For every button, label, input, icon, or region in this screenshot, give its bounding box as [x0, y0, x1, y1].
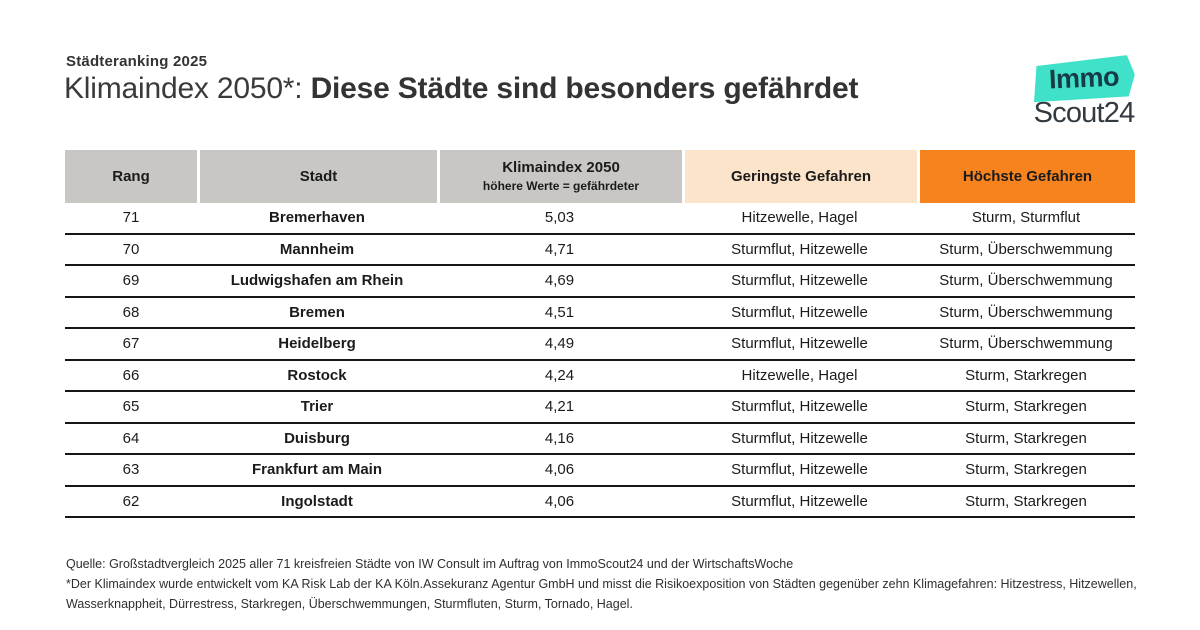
table-row: 63 Frankfurt am Main 4,06 Sturmflut, Hitzew…	[65, 455, 1135, 487]
cell-klimaindex: 4,21	[437, 392, 682, 424]
cell-rang: 67	[65, 329, 197, 361]
cell-stadt: Rostock	[197, 360, 437, 392]
cell-rang: 64	[65, 423, 197, 455]
cell-rang: 68	[65, 297, 197, 329]
table-body: 71 Bremerhaven 5,03 Hitzewelle, Hagel Sturm,…	[65, 203, 1135, 518]
cell-hoechste-gefahren: Sturm, Starkregen	[917, 423, 1135, 455]
table-row: 70 Mannheim 4,71 Sturmflut, Hitzewelle Sturm…	[65, 234, 1135, 266]
cell-stadt: Heidelberg	[197, 329, 437, 361]
cell-rang: 62	[65, 486, 197, 518]
cell-stadt: Mannheim	[197, 234, 437, 266]
cell-klimaindex: 4,71	[437, 234, 682, 266]
table-row: 65 Trier 4,21 Sturmflut, Hitzewelle Sturm, S…	[65, 392, 1135, 424]
cell-hoechste-gefahren: Sturm, Starkregen	[917, 392, 1135, 424]
cell-rang: 69	[65, 266, 197, 298]
table-row: 69 Ludwigshafen am Rhein 4,69 Sturmflut, Hi…	[65, 266, 1135, 298]
source-line: Quelle: Großstadtvergleich 2025 aller 71…	[66, 557, 794, 571]
cell-klimaindex: 4,06	[437, 455, 682, 487]
cell-geringste-gefahren: Sturmflut, Hitzewelle	[682, 329, 917, 361]
cell-stadt: Duisburg	[197, 423, 437, 455]
cell-geringste-gefahren: Sturmflut, Hitzewelle	[682, 423, 917, 455]
cell-geringste-gefahren: Hitzewelle, Hagel	[682, 203, 917, 235]
cell-hoechste-gefahren: Sturm, Starkregen	[917, 360, 1135, 392]
cell-geringste-gefahren: Sturmflut, Hitzewelle	[682, 392, 917, 424]
table-header: Rang Stadt Klimaindex 2050 höhere Werte =…	[65, 150, 1135, 203]
cell-stadt: Trier	[197, 392, 437, 424]
header-klimaindex-sublabel: höhere Werte = gefährdeter	[482, 179, 640, 194]
cell-stadt: Ingolstadt	[197, 486, 437, 518]
header-geringste-gefahren: Geringste Gefahren	[682, 150, 917, 203]
table-row: 68 Bremen 4,51 Sturmflut, Hitzewelle Sturm, …	[65, 297, 1135, 329]
cell-hoechste-gefahren: Sturm, Überschwemmung	[917, 266, 1135, 298]
cell-rang: 66	[65, 360, 197, 392]
cell-hoechste-gefahren: Sturm, Überschwemmung	[917, 234, 1135, 266]
cell-geringste-gefahren: Sturmflut, Hitzewelle	[682, 266, 917, 298]
table-row: 62 Ingolstadt 4,06 Sturmflut, Hitzewelle Stu…	[65, 486, 1135, 518]
header-stadt: Stadt	[197, 150, 437, 203]
header-rang: Rang	[65, 150, 197, 203]
cell-hoechste-gefahren: Sturm, Überschwemmung	[917, 329, 1135, 361]
header-klimaindex: Klimaindex 2050 höhere Werte = gefährdete…	[437, 150, 682, 203]
page-title: Klimaindex 2050*: Diese Städte sind beso…	[64, 72, 859, 106]
title-regular-part: Klimaindex 2050*:	[64, 72, 311, 105]
cell-klimaindex: 4,24	[437, 360, 682, 392]
cell-geringste-gefahren: Sturmflut, Hitzewelle	[682, 486, 917, 518]
cell-rang: 71	[65, 203, 197, 235]
cell-stadt: Bremen	[197, 297, 437, 329]
immoscout24-logo: Immo Scout24	[1028, 57, 1140, 130]
cell-klimaindex: 4,16	[437, 423, 682, 455]
cell-klimaindex: 5,03	[437, 203, 682, 235]
table-row: 64 Duisburg 4,16 Sturmflut, Hitzewelle Sturm…	[65, 423, 1135, 455]
cell-stadt: Ludwigshafen am Rhein	[197, 266, 437, 298]
cell-klimaindex: 4,69	[437, 266, 682, 298]
source-footnote: Quelle: Großstadtvergleich 2025 aller 71…	[66, 555, 1146, 614]
header-hoechste-gefahren: Höchste Gefahren	[917, 150, 1135, 203]
table-row: 66 Rostock 4,24 Hitzewelle, Hagel Sturm, Sta…	[65, 360, 1135, 392]
footnote-line-2: Wasserknappheit, Dürrestress, Starkregen…	[66, 596, 633, 611]
footnote-line-1: *Der Klimaindex wurde entwickelt vom KA …	[66, 576, 1137, 591]
cell-klimaindex: 4,49	[437, 329, 682, 361]
cell-hoechste-gefahren: Sturm, Überschwemmung	[917, 297, 1135, 329]
cell-geringste-gefahren: Sturmflut, Hitzewelle	[682, 234, 917, 266]
eyebrow-label: Städteranking 2025	[66, 53, 208, 70]
cell-stadt: Frankfurt am Main	[197, 455, 437, 487]
cell-geringste-gefahren: Hitzewelle, Hagel	[682, 360, 917, 392]
cell-hoechste-gefahren: Sturm, Sturmflut	[917, 203, 1135, 235]
logo-badge-shape: Immo	[1032, 55, 1136, 102]
cell-hoechste-gefahren: Sturm, Starkregen	[917, 486, 1135, 518]
cell-klimaindex: 4,51	[437, 297, 682, 329]
table-row: 67 Heidelberg 4,49 Sturmflut, Hitzewelle Stu…	[65, 329, 1135, 361]
logo-badge-text: Immo	[1048, 61, 1120, 95]
cell-rang: 63	[65, 455, 197, 487]
cell-klimaindex: 4,06	[437, 486, 682, 518]
logo-name-text: Scout24	[1033, 97, 1136, 129]
ranking-table: Rang Stadt Klimaindex 2050 höhere Werte =…	[65, 150, 1135, 518]
cell-geringste-gefahren: Sturmflut, Hitzewelle	[682, 297, 917, 329]
cell-rang: 70	[65, 234, 197, 266]
cell-hoechste-gefahren: Sturm, Starkregen	[917, 455, 1135, 487]
table-row: 71 Bremerhaven 5,03 Hitzewelle, Hagel Sturm,…	[65, 203, 1135, 235]
cell-rang: 65	[65, 392, 197, 424]
cell-geringste-gefahren: Sturmflut, Hitzewelle	[682, 455, 917, 487]
title-bold-part: Diese Städte sind besonders gefährdet	[310, 72, 859, 105]
cell-stadt: Bremerhaven	[197, 203, 437, 235]
